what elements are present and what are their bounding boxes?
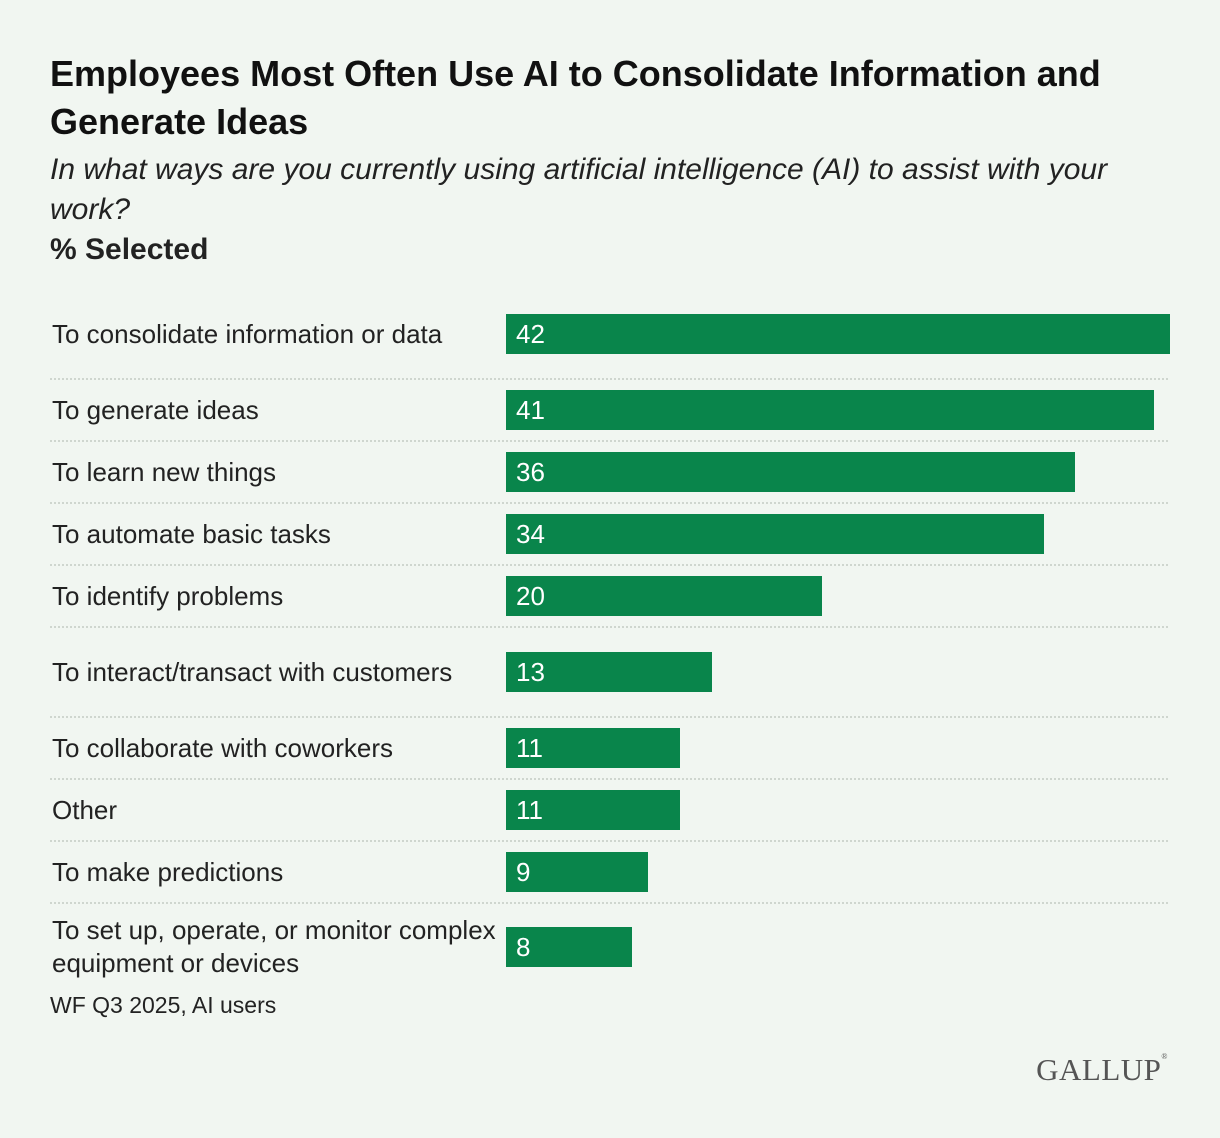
value-label: 41 <box>516 395 545 425</box>
chart-title: Employees Most Often Use AI to Consolida… <box>50 53 1101 142</box>
bar-row: To consolidate information or data 42 <box>50 290 1170 380</box>
bar-track: 11 <box>506 728 1168 768</box>
bar-row: To interact/transact with customers 13 <box>50 628 1168 718</box>
category-label: To set up, operate, or monitor complex e… <box>52 915 496 978</box>
bar-track: 36 <box>506 452 1168 492</box>
bar-rows: To consolidate information or data 42 To g… <box>50 290 1170 990</box>
category-label: To consolidate information or data <box>52 318 443 349</box>
value-label: 11 <box>516 795 543 825</box>
bar-track: 9 <box>506 852 1168 892</box>
bar-track: 11 <box>506 790 1168 830</box>
bar-row: To generate ideas 41 <box>50 380 1168 442</box>
bar-row: To learn new things 36 <box>50 442 1168 504</box>
bar-row: To make predictions 9 <box>50 842 1168 904</box>
bar: 41 <box>506 390 1155 430</box>
bar: 11 <box>506 790 680 830</box>
bar-track: 20 <box>506 576 1168 616</box>
bar: 8 <box>506 927 633 967</box>
value-label: 9 <box>516 857 531 887</box>
unit-label: % Selected <box>50 233 209 266</box>
bar-row: To collaborate with coworkers 11 <box>50 718 1168 780</box>
bar-row: To identify problems 20 <box>50 566 1168 628</box>
bar: 34 <box>506 514 1044 554</box>
bar-track: 42 <box>506 314 1170 354</box>
category-label: To learn new things <box>52 456 277 487</box>
bar-track: 13 <box>506 652 1168 692</box>
category-label: To automate basic tasks <box>52 518 331 549</box>
bar-track: 34 <box>506 514 1168 554</box>
category-label: Other <box>52 794 118 825</box>
category-label: To identify problems <box>52 580 284 611</box>
category-label: To interact/transact with customers <box>52 656 453 687</box>
value-label: 8 <box>516 932 531 962</box>
bar: 36 <box>506 452 1076 492</box>
bar-row: Other 11 <box>50 780 1168 842</box>
source-note: WF Q3 2025, AI users <box>50 992 277 1018</box>
bar: 42 <box>506 314 1170 354</box>
chart-subtitle: In what ways are you currently using art… <box>50 153 1108 226</box>
bar-track: 8 <box>506 927 1168 967</box>
bar-row: To automate basic tasks 34 <box>50 504 1168 566</box>
value-label: 13 <box>516 657 545 687</box>
bar: 9 <box>506 852 649 892</box>
bar: 20 <box>506 576 823 616</box>
value-label: 36 <box>516 457 545 487</box>
category-label: To generate ideas <box>52 394 259 425</box>
gallup-logo: GALLUP® <box>1036 1052 1168 1087</box>
category-label: To collaborate with coworkers <box>52 732 394 763</box>
value-label: 11 <box>516 733 543 763</box>
value-label: 34 <box>516 519 545 549</box>
value-label: 20 <box>516 581 545 611</box>
bar-row: To set up, operate, or monitor complex e… <box>50 904 1168 990</box>
bar: 11 <box>506 728 680 768</box>
bar: 13 <box>506 652 712 692</box>
value-label: 42 <box>516 319 545 349</box>
category-label: To make predictions <box>52 856 284 887</box>
bar-track: 41 <box>506 390 1168 430</box>
